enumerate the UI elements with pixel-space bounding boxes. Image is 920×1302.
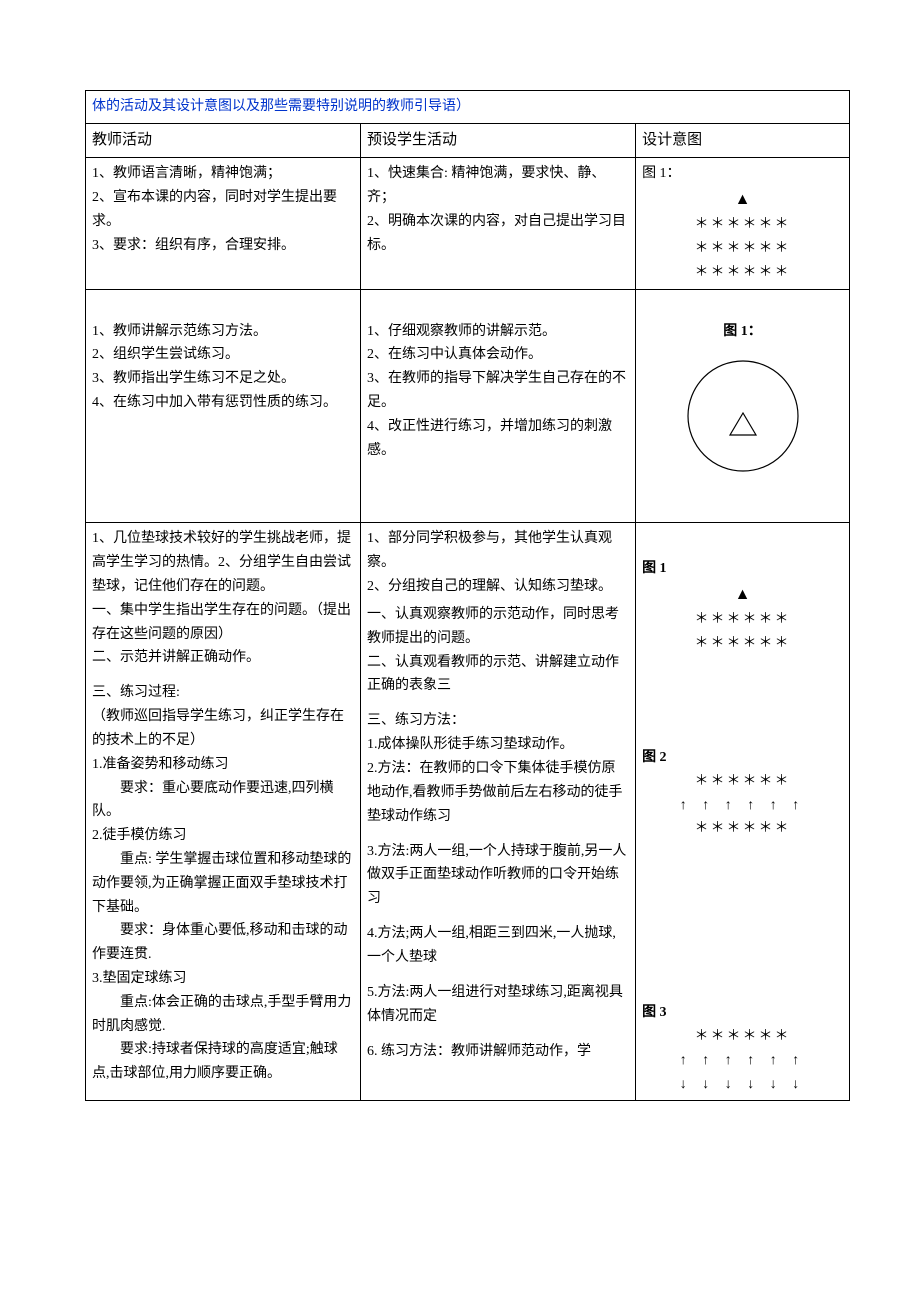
arrows-up-row: ↑ ↑ ↑ ↑ ↑ ↑ — [642, 794, 843, 818]
formation-row: ＊＊＊＊＊＊ — [642, 608, 843, 632]
sub-title: 2.徒手模仿练习 — [92, 824, 354, 848]
triangle-outline-icon — [730, 413, 756, 435]
header-student: 预设学生活动 — [361, 123, 636, 158]
row2-student: 1、仔细观察教师的讲解示范。 2、在练习中认真体会动作。 3、在教师的指导下解决… — [361, 289, 636, 523]
requirement: 要求：重心要底动作要迅速,四列横队。 — [92, 777, 354, 825]
triangle-icon: ▲ — [642, 186, 843, 213]
row2-diagram: 图 1： — [636, 289, 850, 523]
fig1a-label: 图 1： — [642, 166, 681, 181]
para: 1、部分同学积极参与，其他学生认真观察。 — [367, 527, 629, 575]
list-item: 2、在练习中认真体会动作。 — [367, 343, 629, 367]
para: 1、几位垫球技术较好的学生挑战老师，提高学生学习的热情。2、分组学生自由尝试垫球… — [92, 527, 354, 598]
method: 1.成体操队形徒手练习垫球动作。 — [367, 733, 629, 757]
row3-diagram: 图 1 ▲ ＊＊＊＊＊＊ ＊＊＊＊＊＊ 图 2 ＊＊＊＊＊＊ ↑ ↑ ↑ ↑ ↑… — [636, 523, 850, 1101]
formation-row: ＊＊＊＊＊＊ — [642, 213, 843, 237]
circle-icon — [688, 361, 798, 471]
row1-diagram: 图 1： ▲ ＊＊＊＊＊＊ ＊＊＊＊＊＊ ＊＊＊＊＊＊ — [636, 158, 850, 289]
header-teacher: 教师活动 — [86, 123, 361, 158]
list-item: 1、仔细观察教师的讲解示范。 — [367, 320, 629, 344]
method: 2.方法：在教师的口令下集体徒手模仿原地动作,看教师手势做前后左右移动的徒手垫球… — [367, 757, 629, 828]
fig1b-label: 图 1： — [723, 324, 762, 339]
arrows-up-row: ↑ ↑ ↑ ↑ ↑ ↑ — [642, 1049, 843, 1073]
formation-row: ＊＊＊＊＊＊ — [642, 770, 843, 794]
row1-teacher: 1、教师语言清晰，精神饱满； 2、宣布本课的内容，同时对学生提出要求。 3、要求… — [86, 158, 361, 289]
sub-title: 1.准备姿势和移动练习 — [92, 753, 354, 777]
triangle-icon: ▲ — [642, 581, 843, 608]
list-item: 4、在练习中加入带有惩罚性质的练习。 — [112, 391, 354, 415]
keypoint: 重点: 学生掌握击球位置和移动垫球的动作要领,为正确掌握正面双手垫球技术打下基础… — [92, 848, 354, 919]
header-intent: 设计意图 — [636, 123, 850, 158]
list-item: 2、组织学生尝试练习。 — [92, 343, 354, 367]
formation-row: ＊＊＊＊＊＊ — [642, 632, 843, 656]
intro-note: 体的活动及其设计意图以及那些需要特别说明的教师引导语） — [86, 91, 850, 124]
list-item: 4、改正性进行练习，并增加练习的刺激感。 — [367, 415, 629, 463]
fig3-label: 图 3 — [642, 1005, 667, 1020]
row3-student: 1、部分同学积极参与，其他学生认真观察。 2、分组按自己的理解、认知练习垫球。 … — [361, 523, 636, 1101]
para: 一、认真观察教师的示范动作，同时思考教师提出的问题。 — [367, 603, 629, 651]
fig1c-label: 图 1 — [642, 561, 667, 576]
para: 一、集中学生指出学生存在的问题。（提出存在这些问题的原因） — [92, 599, 354, 647]
sub-title: 3.垫固定球练习 — [92, 967, 354, 991]
formation-row: ＊＊＊＊＊＊ — [642, 1025, 843, 1049]
method: 3.方法:两人一组,一个人持球于腹前,另一人做双手正面垫球动作听教师的口令开始练… — [367, 840, 629, 911]
formation-row: ＊＊＊＊＊＊ — [642, 817, 843, 841]
row1-student: 1、快速集合: 精神饱满，要求快、静、齐； 2、明确本次课的内容，对自己提出学习… — [361, 158, 636, 289]
requirement: 要求：身体重心要低,移动和击球的动作要连贯. — [92, 919, 354, 967]
formation-row: ＊＊＊＊＊＊ — [642, 261, 843, 285]
requirement: 要求:持球者保持球的高度适宜;触球点,击球部位,用力顺序要正确。 — [92, 1038, 354, 1086]
row2-teacher: 1、教师讲解示范练习方法。 2、组织学生尝试练习。 3、教师指出学生练习不足之处… — [86, 289, 361, 523]
list-item: 3、在教师的指导下解决学生自己存在的不足。 — [367, 367, 629, 415]
method: 4.方法;两人一组,相距三到四米,一人抛球,一个人垫球 — [367, 922, 629, 970]
para: 二、认真观看教师的示范、讲解建立动作正确的表象三 — [367, 651, 629, 699]
arrows-down-row: ↓ ↓ ↓ ↓ ↓ ↓ — [642, 1073, 843, 1097]
fig2-label: 图 2 — [642, 750, 667, 765]
method: 5.方法:两人一组进行对垫球练习,距离视具体情况而定 — [367, 981, 629, 1029]
para: 2、分组按自己的理解、认知练习垫球。 — [367, 575, 629, 599]
keypoint: 重点:体会正确的击球点,手型手臂用力时肌肉感觉. — [92, 991, 354, 1039]
para: 二、示范并讲解正确动作。 — [92, 646, 354, 670]
para: （教师巡回指导学生练习，纠正学生存在的技术上的不足） — [92, 705, 354, 753]
circle-triangle-diagram — [678, 351, 808, 481]
list-item: 1、教师讲解示范练习方法。 — [92, 320, 354, 344]
formation-row: ＊＊＊＊＊＊ — [642, 237, 843, 261]
row3-teacher: 1、几位垫球技术较好的学生挑战老师，提高学生学习的热情。2、分组学生自由尝试垫球… — [86, 523, 361, 1101]
section-heading: 三、练习方法： — [367, 709, 629, 733]
list-item: 3、教师指出学生练习不足之处。 — [92, 367, 354, 391]
method: 6. 练习方法：教师讲解师范动作，学 — [367, 1040, 629, 1064]
section-heading: 三、练习过程: — [92, 681, 354, 705]
